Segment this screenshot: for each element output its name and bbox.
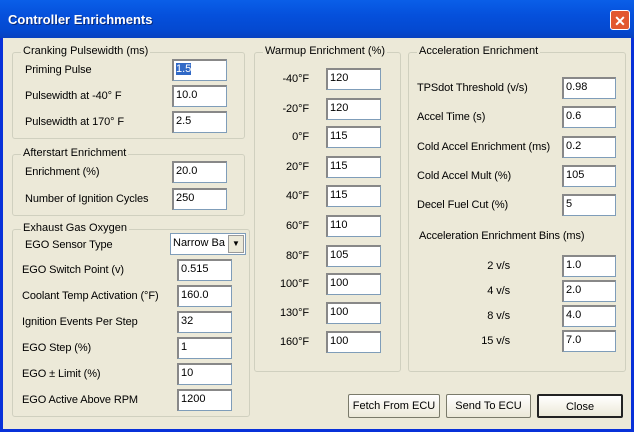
- warmup-value-input[interactable]: 110: [326, 215, 381, 237]
- pulsewidth-170-input[interactable]: 2.5: [172, 111, 227, 133]
- warmup-value-input[interactable]: 120: [326, 68, 381, 90]
- accel-bin-input[interactable]: 2.0: [562, 280, 616, 302]
- accel-bin-input[interactable]: 7.0: [562, 330, 616, 352]
- warmup-temp-label: 160°F: [280, 336, 309, 348]
- accel-row-label: TPSdot Threshold (v/s): [417, 82, 528, 94]
- accel-row-input[interactable]: 105: [562, 165, 616, 187]
- accel-row-label: Cold Accel Mult (%): [417, 170, 512, 182]
- accel-group: Acceleration Enrichment: [408, 45, 626, 372]
- title-bar: Controller Enrichments: [0, 0, 634, 38]
- warmup-title: Warmup Enrichment (%): [263, 45, 388, 57]
- cranking-title: Cranking Pulsewidth (ms): [21, 45, 151, 57]
- ego-row-input[interactable]: 10: [177, 363, 232, 385]
- accel-row-label: Accel Time (s): [417, 111, 486, 123]
- ego-title: Exhaust Gas Oxygen: [21, 222, 129, 234]
- ego-row-input[interactable]: 160.0: [177, 285, 232, 307]
- warmup-temp-label: 40°F: [286, 190, 309, 202]
- warmup-value-input[interactable]: 115: [326, 156, 381, 178]
- accel-row-input[interactable]: 0.2: [562, 136, 616, 158]
- warmup-value-input[interactable]: 100: [326, 302, 381, 324]
- warmup-temp-label: 80°F: [286, 250, 309, 262]
- afterstart-title: Afterstart Enrichment: [21, 147, 129, 159]
- ego-row-label: EGO Active Above RPM: [22, 394, 138, 406]
- warmup-temp-label: 60°F: [286, 220, 309, 232]
- warmup-value-input[interactable]: 100: [326, 331, 381, 353]
- warmup-value-input[interactable]: 115: [326, 126, 381, 148]
- accel-title: Acceleration Enrichment: [417, 45, 541, 57]
- warmup-temp-label: 0°F: [292, 131, 309, 143]
- enrichment-input[interactable]: 20.0: [172, 161, 227, 183]
- send-to-ecu-button[interactable]: Send To ECU: [446, 394, 531, 418]
- close-button[interactable]: Close: [537, 394, 623, 418]
- warmup-value-input[interactable]: 100: [326, 273, 381, 295]
- warmup-value-input[interactable]: 120: [326, 98, 381, 120]
- warmup-temp-label: 130°F: [280, 307, 309, 319]
- accel-row-input[interactable]: 5: [562, 194, 616, 216]
- ego-row-label: Coolant Temp Activation (°F): [22, 290, 159, 302]
- ignition-cycles-input[interactable]: 250: [172, 188, 227, 210]
- accel-bin-label: 2 v/s: [487, 260, 510, 272]
- ego-sensor-type-label: EGO Sensor Type: [25, 239, 113, 251]
- accel-row-input[interactable]: 0.6: [562, 106, 616, 128]
- accel-bin-label: 8 v/s: [487, 310, 510, 322]
- warmup-group: Warmup Enrichment (%): [254, 45, 401, 372]
- ego-row-input[interactable]: 0.515: [177, 259, 232, 281]
- pulsewidth-minus40-label: Pulsewidth at -40° F: [25, 90, 122, 102]
- ego-sensor-type-select[interactable]: Narrow Ba ▼: [170, 233, 246, 255]
- ego-group: Exhaust Gas Oxygen: [12, 222, 250, 417]
- ignition-cycles-label: Number of Ignition Cycles: [25, 193, 149, 205]
- chevron-down-icon[interactable]: ▼: [228, 235, 244, 253]
- accel-bin-label: 4 v/s: [487, 285, 510, 297]
- warmup-temp-label: -20°F: [282, 103, 309, 115]
- enrichment-label: Enrichment (%): [25, 166, 100, 178]
- fetch-from-ecu-button[interactable]: Fetch From ECU: [348, 394, 440, 418]
- ego-row-label: EGO ± Limit (%): [22, 368, 101, 380]
- ego-row-label: EGO Switch Point (v): [22, 264, 124, 276]
- warmup-temp-label: 100°F: [280, 278, 309, 290]
- ego-row-input[interactable]: 1200: [177, 389, 232, 411]
- accel-row-label: Decel Fuel Cut (%): [417, 199, 509, 211]
- ego-row-label: Ignition Events Per Step: [22, 316, 138, 328]
- accel-bin-input[interactable]: 4.0: [562, 305, 616, 327]
- warmup-value-input[interactable]: 105: [326, 245, 381, 267]
- afterstart-group: Afterstart Enrichment: [12, 147, 245, 216]
- accel-bin-label: 15 v/s: [481, 335, 510, 347]
- close-x-icon[interactable]: ✕: [610, 10, 630, 30]
- window-title: Controller Enrichments: [8, 12, 153, 27]
- accel-row-input[interactable]: 0.98: [562, 77, 616, 99]
- ego-row-label: EGO Step (%): [22, 342, 92, 354]
- warmup-temp-label: -40°F: [282, 73, 309, 85]
- pulsewidth-170-label: Pulsewidth at 170° F: [25, 116, 125, 128]
- priming-pulse-input[interactable]: 1.5: [172, 59, 227, 81]
- priming-pulse-label: Priming Pulse: [25, 64, 92, 76]
- accel-row-label: Cold Accel Enrichment (ms): [417, 141, 551, 153]
- cranking-group: Cranking Pulsewidth (ms): [12, 45, 245, 139]
- accel-bins-title: Acceleration Enrichment Bins (ms): [419, 230, 585, 242]
- ego-row-input[interactable]: 32: [177, 311, 232, 333]
- warmup-temp-label: 20°F: [286, 161, 309, 173]
- ego-row-input[interactable]: 1: [177, 337, 232, 359]
- accel-bin-input[interactable]: 1.0: [562, 255, 616, 277]
- warmup-value-input[interactable]: 115: [326, 185, 381, 207]
- pulsewidth-minus40-input[interactable]: 10.0: [172, 85, 227, 107]
